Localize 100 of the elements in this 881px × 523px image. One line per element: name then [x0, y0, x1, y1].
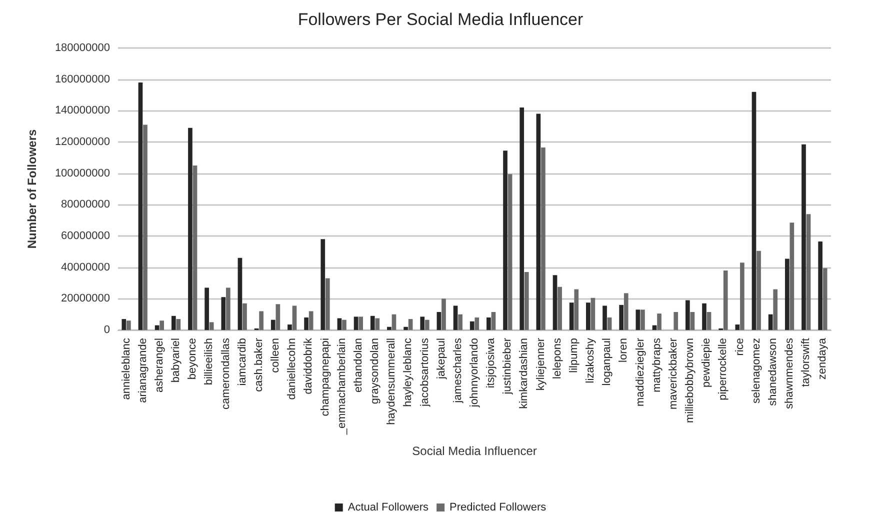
bar: [569, 302, 574, 330]
bar: [503, 150, 508, 330]
bar: [818, 241, 822, 330]
bar: [325, 278, 330, 330]
x-tick-label: lizakoshy: [584, 338, 597, 384]
bar: [242, 303, 247, 330]
bar: [706, 312, 712, 330]
bar: [790, 222, 794, 330]
y-axis-title: Number of Followers: [25, 129, 39, 249]
x-tick-label: asherangel: [153, 338, 166, 392]
y-tick-label: 100000000: [54, 167, 110, 180]
bar: [358, 316, 363, 330]
x-tick-label: loganpaul: [601, 338, 614, 386]
bar: [238, 258, 242, 330]
bar: [375, 318, 380, 330]
x-tick-label: graysondolan: [369, 338, 382, 404]
x-tick-label: arianagrande: [136, 338, 149, 403]
x-tick-label: shawnmendes: [784, 338, 796, 409]
bar: [474, 317, 480, 330]
bar: [458, 314, 462, 330]
bar: [690, 312, 695, 330]
bar: [541, 147, 546, 330]
x-tick-label: johnnyorlando: [468, 338, 480, 408]
bar: [702, 303, 706, 330]
bar: [607, 317, 612, 330]
x-tick-label: zendaya: [816, 337, 829, 380]
x-tick-label: jacobsartorius: [418, 338, 431, 408]
bar: [192, 166, 198, 330]
x-tick-label: justinbieber: [502, 338, 514, 396]
y-tick-label: 140000000: [54, 104, 110, 117]
bar: [752, 92, 756, 330]
x-tick-label: taylorswift: [800, 338, 812, 387]
bar: [122, 319, 126, 330]
x-tick-label: maverickbaker: [667, 338, 680, 410]
bar: [226, 288, 230, 330]
x-tick-label: loren: [618, 338, 630, 362]
bar: [337, 318, 342, 330]
x-tick-label: kimkardashian: [518, 338, 530, 409]
x-tick-label: camerondallas: [220, 338, 232, 410]
bar: [586, 302, 590, 330]
bar: [524, 272, 529, 330]
bar: [292, 306, 297, 330]
bar: [354, 316, 358, 330]
bar: [574, 289, 579, 330]
y-tick-label: 160000000: [54, 73, 110, 86]
bar: [188, 128, 192, 330]
bar: [270, 320, 276, 330]
bar: [408, 319, 413, 330]
bar: [723, 270, 728, 330]
bar: [640, 310, 645, 330]
bar: [773, 289, 778, 330]
x-tick-label: annieleblanc: [120, 338, 132, 400]
x-tick-label: champagnepapi: [319, 338, 332, 416]
x-tick-label: shanedawson: [766, 338, 779, 406]
x-tick-label: cash.baker: [252, 338, 265, 392]
x-tick-label: kyliejenner: [534, 338, 547, 391]
legend-label: Predicted Followers: [450, 502, 547, 514]
bar: [558, 286, 562, 330]
bar: [784, 258, 790, 330]
bar: [126, 320, 131, 330]
bar: [536, 114, 541, 330]
bar: [320, 239, 326, 330]
bar: [470, 321, 474, 330]
x-tick-label: billieeilish: [203, 338, 216, 386]
bar: [822, 268, 828, 330]
bar: [740, 262, 744, 330]
x-tick-label: jakepaul: [435, 338, 448, 380]
bar: [171, 316, 176, 330]
x-tick-label: itsjojosiwa: [485, 337, 498, 388]
x-tick-label: ethandolan: [352, 338, 364, 392]
bar: [508, 174, 512, 330]
bar: [768, 314, 773, 330]
bar: [453, 306, 458, 330]
bar: [204, 288, 209, 330]
bar: [602, 306, 607, 330]
bar: [624, 293, 628, 330]
bar: [404, 326, 408, 330]
y-tick-label: 0: [104, 324, 110, 336]
bar: [436, 312, 442, 330]
x-tick-label: lelepons: [551, 338, 564, 379]
bar: [657, 314, 662, 330]
bar: [486, 317, 491, 330]
bar: [387, 326, 392, 330]
x-tick-label: colleen: [270, 338, 282, 373]
x-tick-label: daviddobrik: [302, 338, 315, 394]
bar: [420, 316, 425, 330]
bar: [221, 297, 226, 330]
bar: [802, 144, 806, 330]
x-tick-label: piperrockelle: [717, 338, 730, 400]
bar: [619, 304, 624, 330]
bar: [686, 300, 690, 330]
x-tick-label: lilpump: [568, 338, 580, 373]
bar: [276, 304, 280, 330]
bar: [209, 322, 214, 330]
bar: [288, 324, 292, 330]
bar: [392, 314, 396, 330]
x-axis-title: Social Media Influencer: [412, 444, 537, 458]
bar: [304, 317, 308, 330]
bar: [636, 310, 640, 330]
x-tick-label: daniellecohn: [286, 338, 298, 400]
